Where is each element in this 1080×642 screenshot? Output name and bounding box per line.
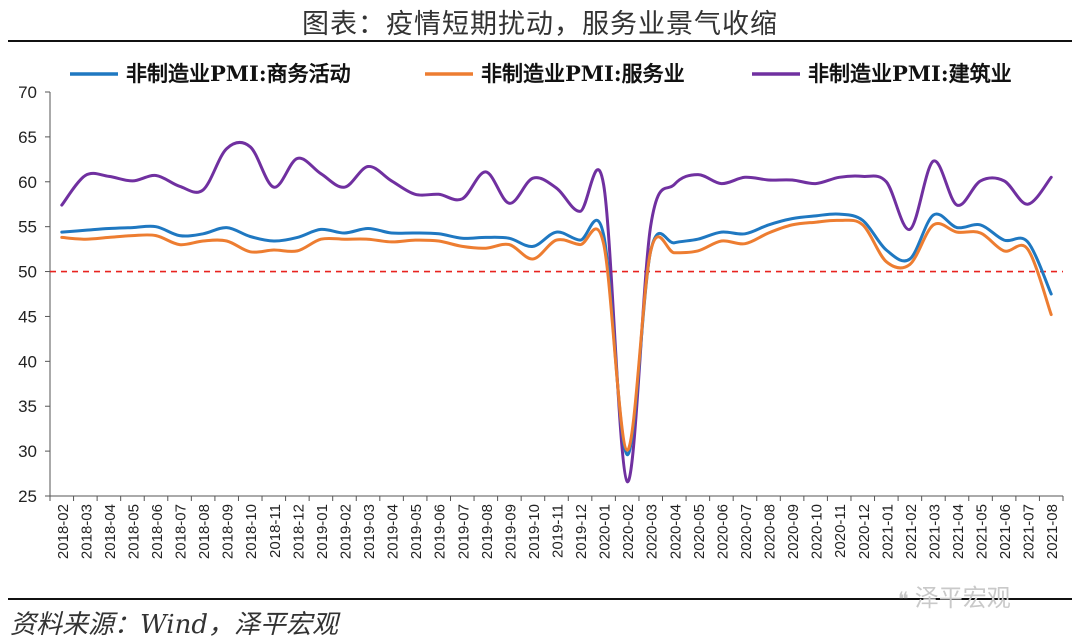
x-tick-label: 2021-01 [879,504,896,559]
x-tick-label: 2019-09 [502,504,519,559]
x-tick-label: 2020-09 [785,504,802,559]
x-tick-label: 2018-04 [102,504,119,559]
x-tick-label: 2019-08 [479,504,496,559]
x-tick-label: 2019-10 [526,504,543,559]
x-tick-label: 2020-06 [714,504,731,559]
legend-label: 非制造业PMI:商务活动 [126,61,351,86]
y-axis: 25 30 35 40 45 50 55 60 65 70 [18,83,51,506]
top-rule [8,40,1072,42]
legend-label: 非制造业PMI:服务业 [481,61,685,86]
x-axis: 2018-02 2018-03 2018-04 2018-05 2018-06 2018-… [49,495,1064,559]
y-tick-label: 35 [18,397,37,416]
x-tick-label: 2018-10 [243,504,260,559]
x-tick-label: 2020-04 [667,504,684,559]
x-tick-label: 2019-04 [385,504,402,559]
y-tick-label: 65 [18,128,37,147]
x-tick-label: 2019-03 [361,504,378,559]
x-tick-label: 2019-05 [408,504,425,559]
x-tick-label: 2018-07 [173,504,190,559]
series-line-1 [60,218,1053,452]
series-lines [60,141,1053,484]
x-tick-label: 2018-08 [196,504,213,559]
watermark: ❝ 泽平宏观 [898,578,1011,613]
x-tick-label: 2019-01 [314,504,331,559]
x-tick-label: 2019-06 [432,504,449,559]
y-tick-label: 30 [18,442,37,461]
x-tick-label: 2020-05 [691,504,708,559]
y-tick-label: 50 [18,263,37,282]
y-tick-label: 45 [18,307,37,326]
x-tick-label: 2020-02 [620,504,637,559]
x-tick-label: 2020-10 [809,504,826,559]
x-tick-label: 2019-11 [550,504,567,558]
bottom-rule [8,598,1072,600]
x-tick-label: 2020-03 [644,504,661,559]
watermark-text: 泽平宏观 [914,584,1011,612]
x-tick-label: 2018-03 [78,504,95,559]
x-tick-label: 2018-06 [149,504,166,559]
x-tick-label: 2021-05 [974,504,991,559]
series-line-2 [60,141,1053,484]
x-tick-label: 2020-12 [856,504,873,559]
x-tick-label: 2019-02 [337,504,354,559]
legend: 非制造业PMI:商务活动 非制造业PMI:服务业 非制造业PMI:建筑业 [70,61,1012,86]
y-tick-label: 25 [18,487,37,506]
x-tick-label: 2019-07 [455,504,472,559]
x-tick-label: 2018-05 [125,504,142,559]
x-tick-label: 2021-03 [926,504,943,559]
x-tick-label: 2020-08 [762,504,779,559]
x-tick-label: 2020-11 [832,504,849,558]
source-note: 资料来源：Wind，泽平宏观 [10,610,338,640]
x-tick-label: 2018-02 [55,504,72,559]
x-tick-label: 2021-08 [1044,504,1061,559]
y-tick-label: 70 [18,83,37,102]
legend-label: 非制造业PMI:建筑业 [808,61,1012,86]
x-tick-label: 2021-02 [903,504,920,559]
chart-title: 图表：疫情短期扰动，服务业景气收缩 [302,9,778,40]
series-line-0 [60,212,1053,457]
x-tick-label: 2020-07 [738,504,755,559]
x-tick-label: 2021-04 [950,504,967,559]
x-tick-label: 2019-12 [573,504,590,559]
x-tick-label: 2020-01 [597,504,614,559]
wechat-icon: ❝ [898,587,909,611]
x-tick-label: 2018-11 [267,504,284,558]
x-tick-label: 2021-06 [997,504,1014,559]
x-tick-label: 2021-07 [1021,504,1038,559]
y-tick-label: 60 [18,173,37,192]
y-tick-label: 40 [18,352,37,371]
y-tick-label: 55 [18,218,37,237]
x-tick-label: 2018-09 [220,504,237,559]
x-tick-label: 2018-12 [290,504,307,559]
